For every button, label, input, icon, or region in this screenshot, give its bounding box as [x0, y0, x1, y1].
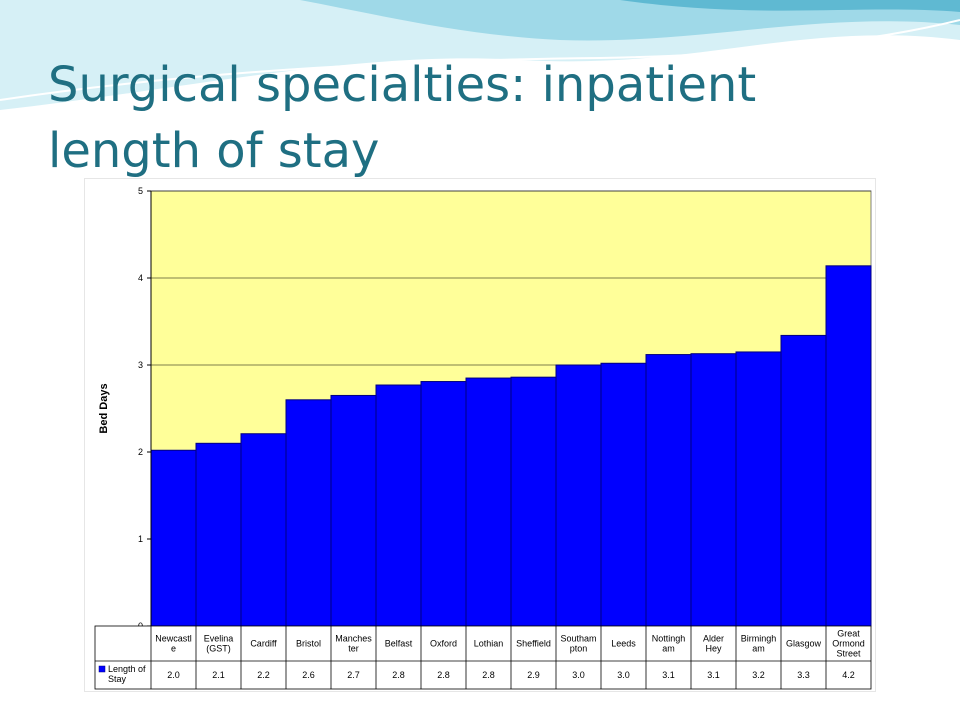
data-table-value-0: 2.0: [167, 670, 180, 680]
x-category-label-12: Alder Hey: [703, 634, 724, 654]
wave-line: [0, 19, 960, 101]
bar-3: [285, 399, 332, 627]
y-tick-label-2: 2: [138, 447, 143, 457]
x-category-label-6: Oxford: [430, 639, 457, 649]
x-category-label-9: Southam pton: [560, 634, 596, 654]
data-table-value-2: 2.2: [257, 670, 270, 680]
data-table-value-13: 3.2: [752, 670, 765, 680]
data-table-value-6: 2.8: [437, 670, 450, 680]
data-table-value-12: 3.1: [707, 670, 720, 680]
x-category-label-2: Cardiff: [250, 639, 277, 649]
bar-0: [150, 449, 197, 627]
bar-12: [690, 353, 737, 627]
x-category-label-1: Evelina (GST): [204, 634, 234, 654]
data-table-value-8: 2.9: [527, 670, 540, 680]
bar-9: [555, 364, 602, 627]
x-category-label-8: Sheffield: [516, 639, 551, 649]
slide-title: Surgical specialties: inpatient length of…: [48, 52, 908, 184]
bar-7: [465, 377, 512, 627]
x-category-label-7: Lothian: [474, 639, 504, 649]
bar-11: [645, 354, 692, 627]
bar-2: [240, 433, 287, 627]
y-tick-label-4: 4: [138, 273, 143, 283]
y-axis-label: Bed Days: [98, 383, 110, 433]
data-table-value-11: 3.1: [662, 670, 675, 680]
data-table-value-10: 3.0: [617, 670, 630, 680]
data-table-value-4: 2.7: [347, 670, 360, 680]
decorative-wave-banner: [0, 0, 960, 110]
bar-8: [510, 376, 557, 627]
data-table-value-3: 2.6: [302, 670, 315, 680]
legend-series-label: Length of Stay: [108, 664, 146, 684]
y-tick-label-3: 3: [138, 360, 143, 370]
wave-dark: [620, 0, 960, 12]
bar-10: [600, 362, 647, 627]
bar-6: [420, 381, 467, 627]
slide-title-line-2: length of stay: [48, 123, 380, 179]
bar-5: [375, 384, 422, 627]
x-category-label-13: Birmingh am: [741, 634, 777, 654]
x-category-label-4: Manches ter: [335, 634, 372, 654]
bar-15: [825, 265, 872, 627]
bar-4: [330, 394, 377, 627]
bar-13: [735, 351, 782, 627]
x-category-label-3: Bristol: [296, 639, 321, 649]
data-table-value-7: 2.8: [482, 670, 495, 680]
y-tick-label-1: 1: [138, 534, 143, 544]
x-category-label-15: Great Ormond Street: [832, 629, 865, 659]
legend-swatch: [98, 665, 106, 673]
data-table-value-15: 4.2: [842, 670, 855, 680]
x-category-label-0: Newcastl e: [155, 634, 192, 654]
data-table-value-1: 2.1: [212, 670, 225, 680]
x-category-label-5: Belfast: [385, 639, 413, 649]
data-table-value-9: 3.0: [572, 670, 585, 680]
length-of-stay-bar-chart: 012345Bed DaysNewcastleEvelina(GST)Cardi…: [94, 186, 872, 690]
x-category-label-10: Leeds: [611, 639, 636, 649]
x-category-label-11: Nottingh am: [652, 634, 686, 654]
y-tick-label-5: 5: [138, 186, 143, 196]
bar-14: [780, 334, 827, 627]
x-category-label-14: Glasgow: [786, 639, 822, 649]
data-table-value-14: 3.3: [797, 670, 810, 680]
bar-1: [195, 442, 242, 627]
data-table: [94, 625, 872, 690]
slide-title-line-1: Surgical specialties: inpatient: [48, 57, 757, 113]
data-table-value-5: 2.8: [392, 670, 405, 680]
chart-panel: 012345Bed DaysNewcastleEvelina(GST)Cardi…: [84, 178, 876, 692]
